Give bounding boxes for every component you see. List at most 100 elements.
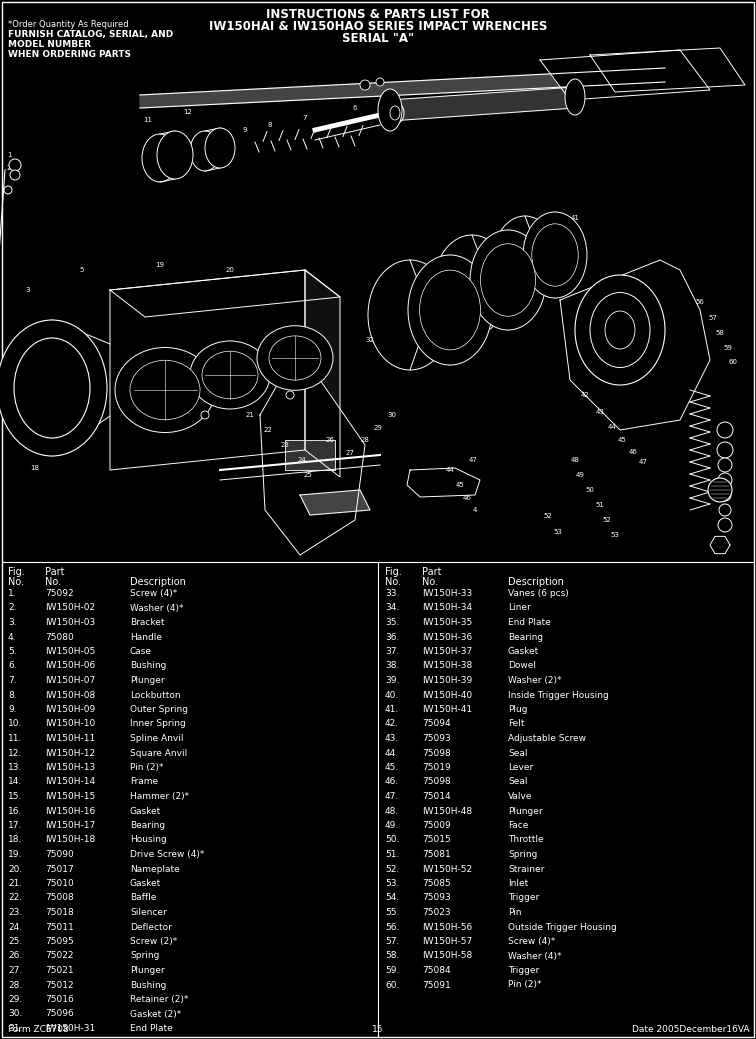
Text: Seal: Seal [508, 777, 528, 787]
Text: 46: 46 [628, 449, 637, 455]
Text: 6.: 6. [8, 662, 17, 670]
Circle shape [708, 478, 732, 502]
Text: Screw (2)*: Screw (2)* [130, 937, 177, 945]
Text: Washer (4)*: Washer (4)* [508, 952, 562, 960]
Polygon shape [590, 48, 745, 92]
Polygon shape [140, 68, 665, 108]
Text: 53: 53 [553, 529, 562, 535]
Text: Handle: Handle [130, 633, 162, 641]
Ellipse shape [0, 320, 107, 456]
Text: 52: 52 [544, 513, 553, 520]
Text: Bracket: Bracket [130, 618, 165, 627]
Text: 30: 30 [388, 412, 396, 418]
Text: Fig.: Fig. [385, 567, 401, 577]
Text: Housing: Housing [130, 835, 167, 845]
Text: Spline Anvil: Spline Anvil [130, 734, 184, 743]
Text: 43.: 43. [385, 734, 399, 743]
Text: 8.: 8. [8, 691, 17, 699]
Text: Gasket: Gasket [508, 647, 539, 656]
Text: 42: 42 [581, 392, 590, 398]
Text: 75091: 75091 [422, 981, 451, 989]
Text: IW150H-16: IW150H-16 [45, 806, 95, 816]
Text: Case: Case [130, 647, 152, 656]
Text: IW150H-03: IW150H-03 [45, 618, 95, 627]
Ellipse shape [408, 255, 492, 365]
Text: IW150H-07: IW150H-07 [45, 676, 95, 685]
Text: IW150H-17: IW150H-17 [45, 821, 95, 830]
Circle shape [10, 170, 20, 180]
Circle shape [201, 411, 209, 419]
Text: 27: 27 [345, 450, 355, 456]
Text: Fig.: Fig. [8, 567, 25, 577]
Text: 75021: 75021 [45, 966, 73, 975]
Circle shape [360, 80, 370, 90]
Ellipse shape [190, 131, 220, 171]
Text: 25: 25 [304, 472, 312, 478]
Text: Inside Trigger Housing: Inside Trigger Housing [508, 691, 609, 699]
Text: 48.: 48. [385, 806, 399, 816]
Text: 32: 32 [366, 337, 374, 343]
Text: Seal: Seal [508, 748, 528, 757]
Text: 75022: 75022 [45, 952, 73, 960]
Circle shape [718, 473, 732, 487]
Text: 2: 2 [7, 165, 11, 171]
Text: 51.: 51. [385, 850, 399, 859]
Text: 75084: 75084 [422, 966, 451, 975]
Text: Strainer: Strainer [508, 864, 544, 874]
Text: Pin: Pin [508, 908, 522, 917]
Text: Description: Description [508, 577, 564, 587]
Text: IW150H-33: IW150H-33 [422, 589, 472, 598]
Text: 56: 56 [696, 299, 705, 305]
Text: 46: 46 [463, 495, 472, 501]
Text: 7: 7 [302, 115, 307, 121]
Ellipse shape [378, 89, 402, 131]
Text: 36: 36 [478, 285, 487, 291]
Text: Inner Spring: Inner Spring [130, 719, 186, 728]
Text: 7.: 7. [8, 676, 17, 685]
Text: 29: 29 [373, 425, 383, 431]
Text: 26.: 26. [8, 952, 22, 960]
Text: 75008: 75008 [45, 894, 74, 903]
Text: 75023: 75023 [422, 908, 451, 917]
Text: Bearing: Bearing [508, 633, 543, 641]
Text: Part: Part [45, 567, 64, 577]
Text: End Plate: End Plate [130, 1024, 173, 1033]
Text: 8: 8 [268, 122, 272, 128]
Text: 75098: 75098 [422, 748, 451, 757]
Circle shape [718, 518, 732, 532]
Text: 75009: 75009 [422, 821, 451, 830]
Text: 49.: 49. [385, 821, 399, 830]
Text: Spring: Spring [130, 952, 160, 960]
Text: 45: 45 [456, 482, 464, 488]
Text: IW150HAI & IW150HAO SERIES IMPACT WRENCHES: IW150HAI & IW150HAO SERIES IMPACT WRENCH… [209, 20, 547, 33]
Text: 6: 6 [353, 105, 358, 111]
Text: 45.: 45. [385, 763, 399, 772]
Ellipse shape [269, 336, 321, 380]
Text: 24.: 24. [8, 923, 22, 932]
Text: 33: 33 [416, 337, 425, 343]
Text: 75010: 75010 [45, 879, 74, 888]
Text: IW150H-10: IW150H-10 [45, 719, 95, 728]
Text: 58.: 58. [385, 952, 399, 960]
Text: IW150H-13: IW150H-13 [45, 763, 95, 772]
Text: 13: 13 [26, 392, 35, 398]
Text: 25.: 25. [8, 937, 22, 945]
Text: 42.: 42. [385, 719, 399, 728]
Text: Bearing: Bearing [130, 821, 165, 830]
Text: IW150H-57: IW150H-57 [422, 937, 472, 945]
Text: Trigger: Trigger [508, 966, 539, 975]
Circle shape [717, 422, 733, 438]
Text: 18: 18 [30, 465, 39, 471]
Ellipse shape [157, 131, 193, 179]
Text: 15: 15 [26, 342, 35, 348]
Text: 15: 15 [372, 1025, 384, 1034]
Ellipse shape [14, 338, 90, 438]
Circle shape [376, 78, 384, 86]
Text: No.: No. [45, 577, 61, 587]
Bar [285, 439, 335, 470]
Text: 4.: 4. [8, 633, 17, 641]
Text: 19.: 19. [8, 850, 23, 859]
Text: IW150H-52: IW150H-52 [422, 864, 472, 874]
Text: 28: 28 [361, 437, 370, 443]
Text: 75090: 75090 [45, 850, 74, 859]
